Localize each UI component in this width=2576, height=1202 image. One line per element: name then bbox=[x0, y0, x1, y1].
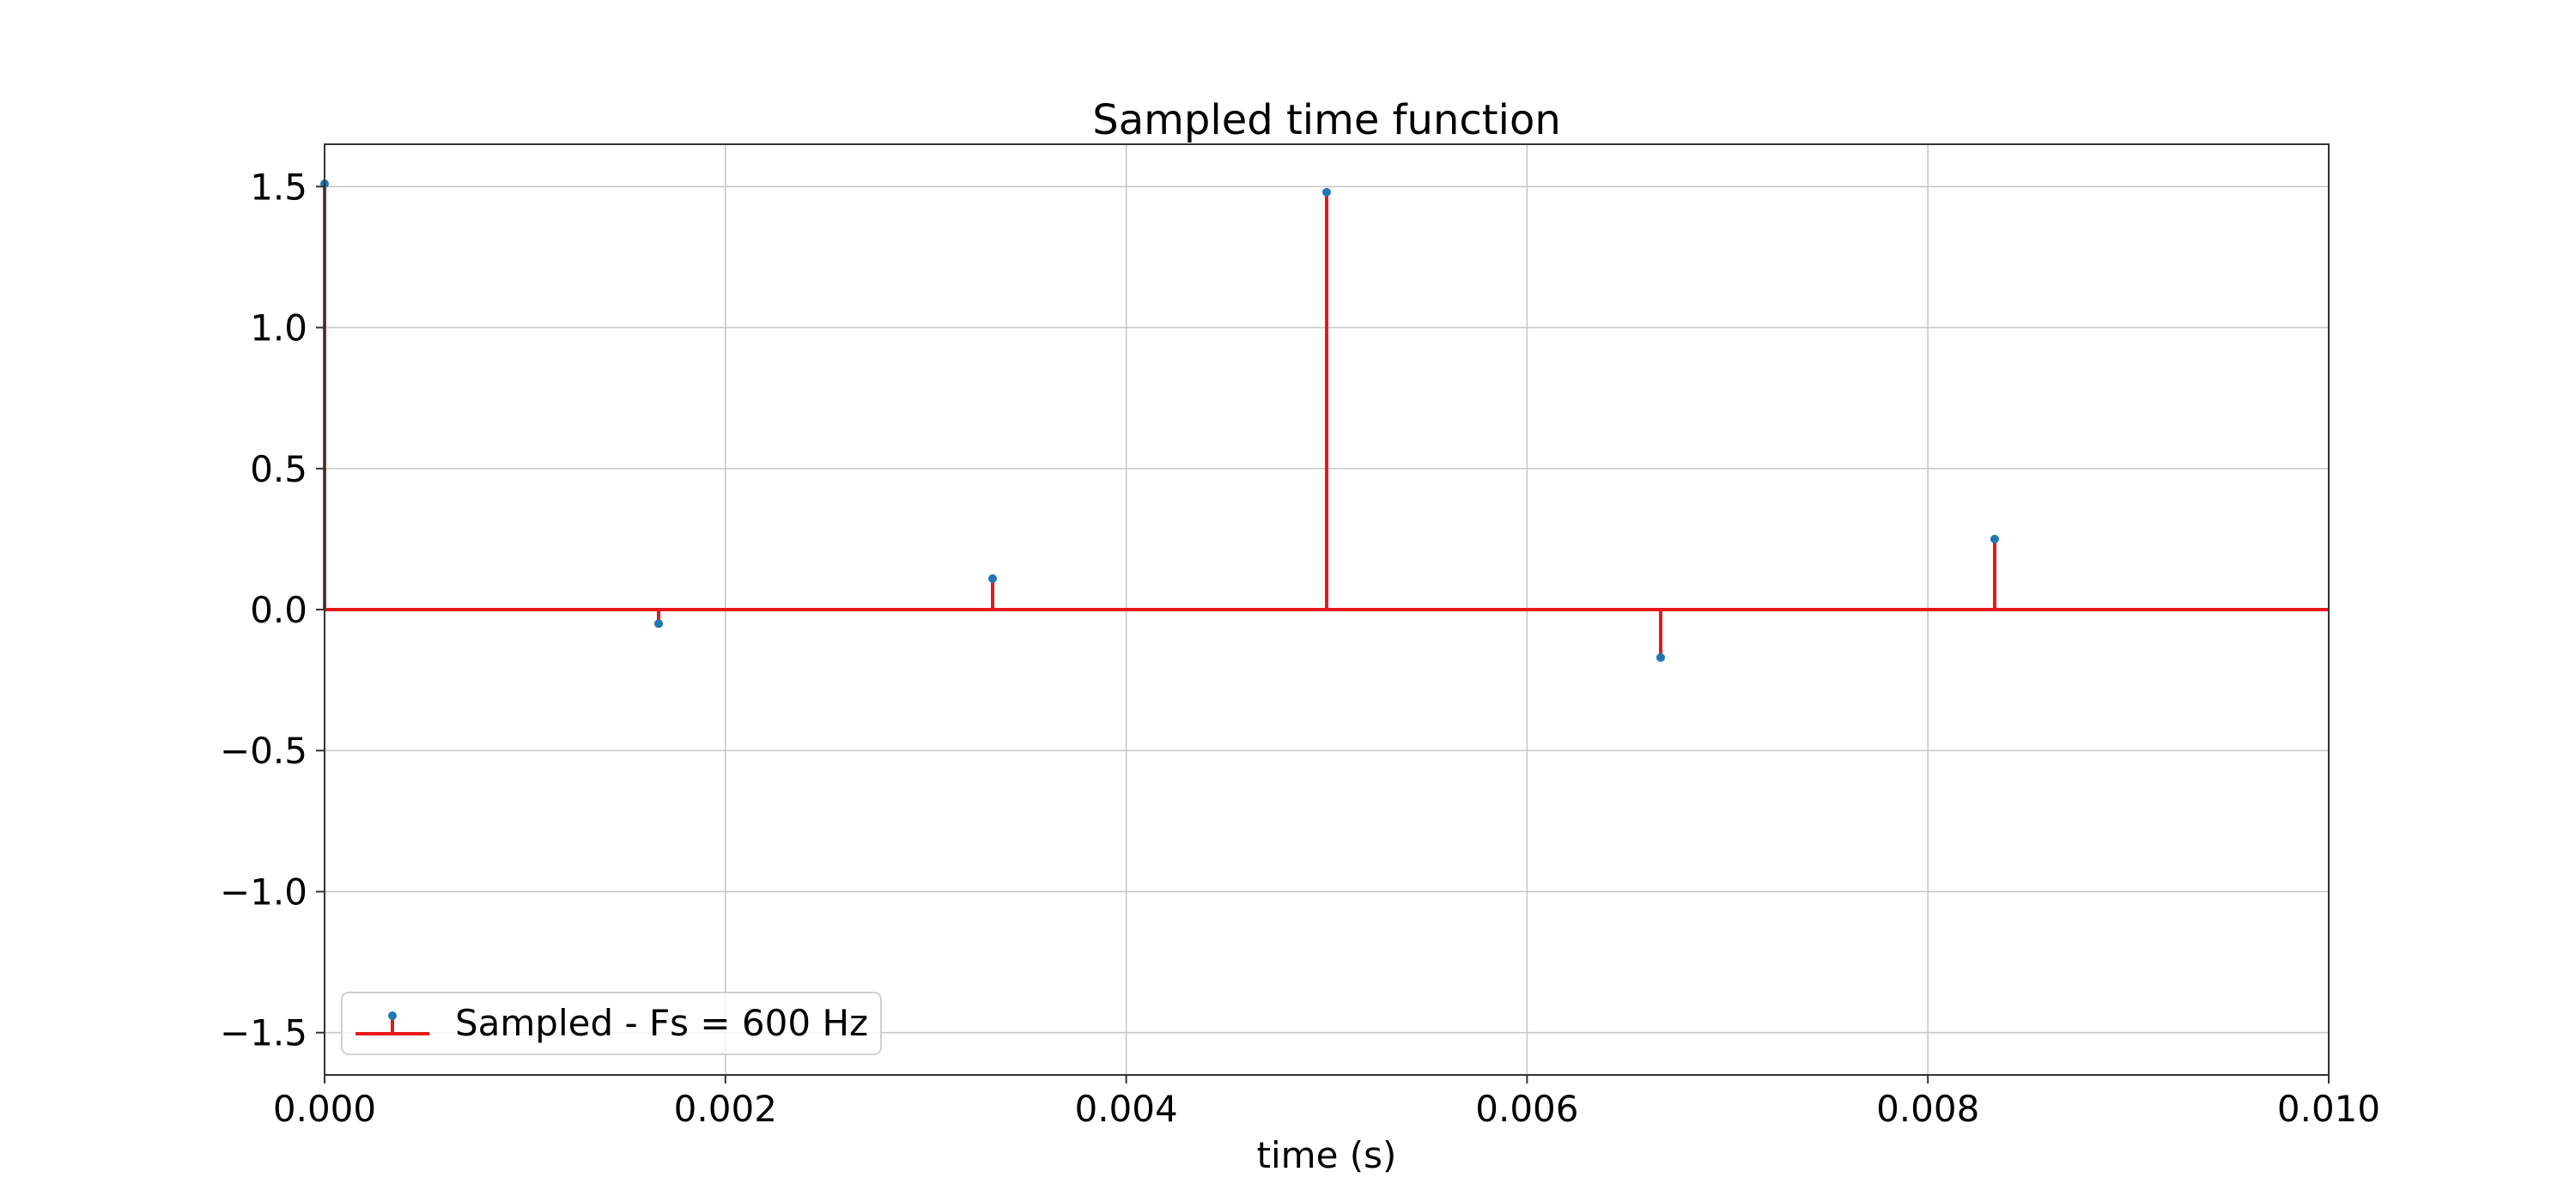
x-tick-label: 0.002 bbox=[674, 1088, 777, 1130]
y-tick-label: −1.5 bbox=[220, 1012, 307, 1054]
legend-marker-swatch bbox=[388, 1011, 397, 1020]
y-tick-label: 1.0 bbox=[250, 307, 307, 349]
stem-marker bbox=[654, 619, 664, 628]
chart-title: Sampled time function bbox=[1092, 96, 1560, 144]
y-tick-label: 1.5 bbox=[250, 166, 307, 208]
ticks: 0.000 0.002 0.004 0.006 0.008 0.010 −1.5 −1.0 −0… bbox=[220, 166, 2380, 1130]
x-axis-label: time (s) bbox=[1257, 1134, 1397, 1176]
stem-marker bbox=[987, 574, 997, 583]
legend-label: Sampled - Fs = 600 Hz bbox=[455, 1002, 868, 1044]
x-tick-label: 0.004 bbox=[1074, 1088, 1177, 1130]
x-tick-label: 0.006 bbox=[1475, 1088, 1578, 1130]
legend-box bbox=[341, 992, 882, 1055]
stem-marker bbox=[1322, 187, 1331, 197]
y-tick-label: −0.5 bbox=[220, 730, 307, 772]
y-tick-label: 0.0 bbox=[250, 589, 307, 631]
x-tick-label: 0.000 bbox=[273, 1088, 376, 1130]
stem-marker bbox=[1656, 653, 1666, 662]
x-tick-label: 0.010 bbox=[2277, 1088, 2380, 1130]
y-tick-label: −1.0 bbox=[220, 871, 307, 913]
y-tick-label: 0.5 bbox=[250, 448, 307, 490]
legend: Sampled - Fs = 600 Hz bbox=[341, 992, 882, 1055]
x-tick-label: 0.008 bbox=[1876, 1088, 1979, 1130]
stem-marker bbox=[1990, 534, 1999, 543]
